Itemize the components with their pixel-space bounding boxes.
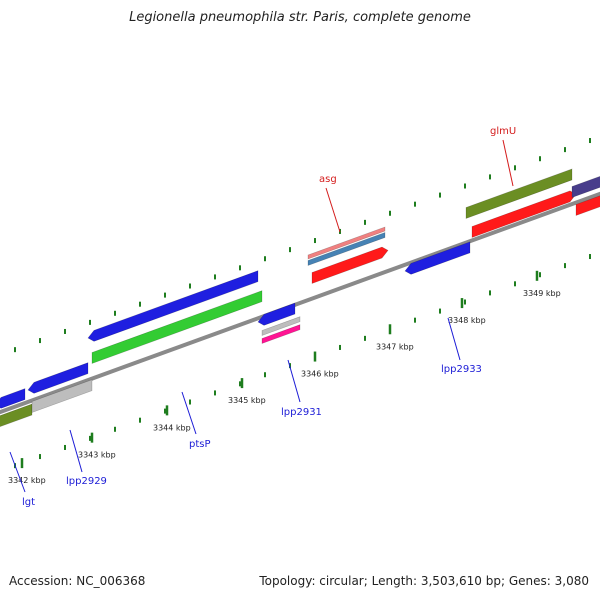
gene-feature-blue — [404, 241, 471, 275]
gene-feature-olive — [0, 403, 33, 428]
scale-tick-label: 3346 kbp — [301, 370, 339, 379]
gene-leader-line — [447, 317, 461, 361]
scale-tick-label: 3343 kbp — [78, 451, 116, 460]
gene-feature-olive — [465, 168, 573, 219]
gene-feature-red — [471, 190, 577, 238]
scale-tick-label: 3348 kbp — [448, 316, 486, 325]
length-label: Length: 3,503,610 bp; — [371, 574, 506, 588]
gene-label: lpp2929 — [66, 476, 107, 487]
gene-feature-blue — [27, 362, 89, 394]
gene-feature-pink — [261, 324, 301, 344]
gene-leader-line — [502, 139, 514, 187]
gene-feature-blue — [257, 302, 296, 326]
scale-tick-label: 3349 kbp — [523, 289, 561, 298]
gene-feature-green — [91, 290, 263, 364]
gene-label: glmU — [490, 126, 516, 137]
gene-label: lpp2931 — [281, 407, 322, 418]
accession-label: Accession: NC_006368 — [9, 574, 146, 588]
gene-feature-steel — [307, 232, 386, 266]
gene-leader-line — [69, 429, 83, 473]
gene-feature-purple — [571, 175, 600, 198]
topology-label: Topology: circular; — [259, 574, 368, 588]
gene-feature-gray — [261, 316, 301, 336]
gene-feature-red — [575, 195, 600, 216]
gene-label: asg — [319, 174, 337, 185]
map-title: Legionella pneumophila str. Paris, compl… — [129, 10, 471, 25]
gene-label: lpp2933 — [441, 364, 482, 375]
gene-label: ptsP — [189, 439, 211, 450]
gene-leader-line — [325, 187, 341, 233]
gene-feature-gray — [31, 379, 93, 413]
scale-tick-label: 3342 kbp — [8, 476, 46, 485]
gene-feature-blue — [87, 270, 259, 342]
genes-label: Genes: 3,080 — [508, 574, 589, 588]
gene-feature-blue — [0, 388, 26, 409]
gene-feature-red — [311, 246, 389, 284]
scale-tick-label: 3347 kbp — [376, 342, 414, 351]
gene-feature-light-pink — [307, 226, 386, 260]
scale-tick-label: 3345 kbp — [228, 396, 266, 405]
scale-tick-label: 3344 kbp — [153, 423, 191, 432]
genome-backbone — [0, 191, 600, 415]
gene-leader-line — [287, 359, 301, 403]
genome-stats: Topology: circular; Length: 3,503,610 bp… — [259, 574, 589, 588]
gene-leader-line — [9, 451, 26, 493]
gene-label: lgt — [22, 497, 35, 508]
gene-leader-line — [181, 391, 197, 435]
